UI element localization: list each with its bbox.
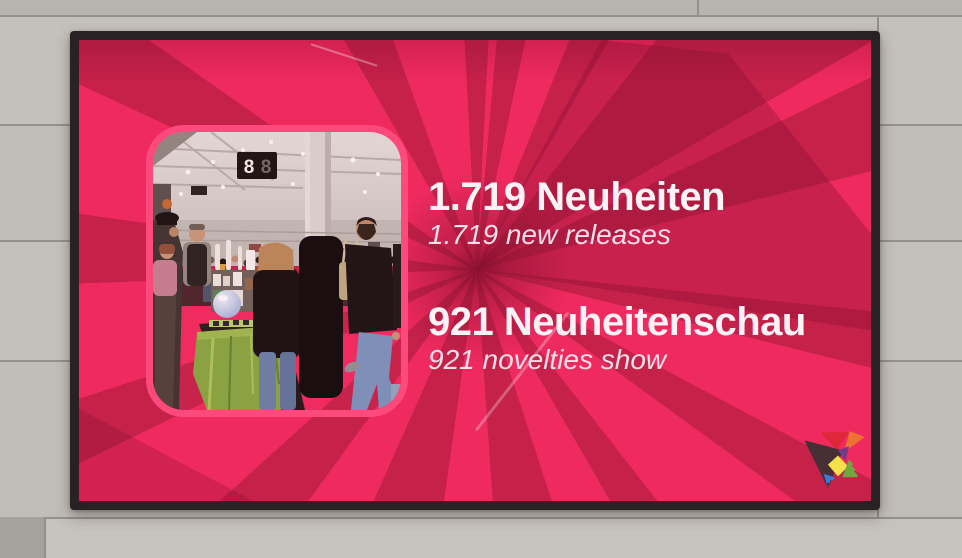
photo-frame: 8 8 <box>146 125 408 417</box>
stat-title-de: 921 Neuheitenschau <box>428 300 806 344</box>
wall-panel <box>0 517 962 558</box>
wall-seam <box>697 0 699 15</box>
hall-sign: 8 8 <box>237 152 277 179</box>
balloon-highlight <box>218 295 228 301</box>
logo-piece-dark <box>804 440 844 489</box>
hall-sign-number: 8 <box>244 157 255 178</box>
logo-piece-orange <box>843 431 865 453</box>
logo-piece-blue <box>823 473 835 489</box>
reflection-streak <box>310 43 378 67</box>
visitor-bearded-man <box>344 217 401 410</box>
visitor-blonde-woman <box>253 242 301 410</box>
fair-photo: 8 8 <box>153 132 401 410</box>
photo-pink-cast <box>153 132 401 410</box>
logo-piece-purple <box>838 446 849 462</box>
hall-sign-number-dim: 8 <box>261 157 272 178</box>
stat-subtitle-en: 921 novelties show <box>428 344 667 375</box>
visitor-dark-center <box>299 236 343 398</box>
visitor-vest-man <box>183 224 211 286</box>
stat-novelties-show: 921 Neuheitenschau 921 novelties show <box>428 300 806 376</box>
stat-title-de: 1.719 Neuheiten <box>428 175 726 219</box>
visitor-pink-top-woman <box>153 244 177 296</box>
logo-piece-green <box>842 459 864 478</box>
stat-new-releases: 1.719 Neuheiten 1.719 new releases <box>428 175 726 251</box>
wall-panel <box>0 0 962 15</box>
logo-piece-yellow <box>827 455 849 477</box>
hall-ceiling <box>153 132 401 232</box>
wall-panel-dark <box>0 517 46 558</box>
ceiling-truss <box>153 132 197 166</box>
stat-subtitle-en: 1.719 new releases <box>428 219 671 250</box>
slide-sunburst-background: 8 8 <box>79 40 871 501</box>
logo-piece-red <box>820 431 849 450</box>
spiel-tangram-logo <box>804 431 865 489</box>
display-screen: 8 8 <box>70 31 880 510</box>
marker-bottles <box>215 240 255 270</box>
